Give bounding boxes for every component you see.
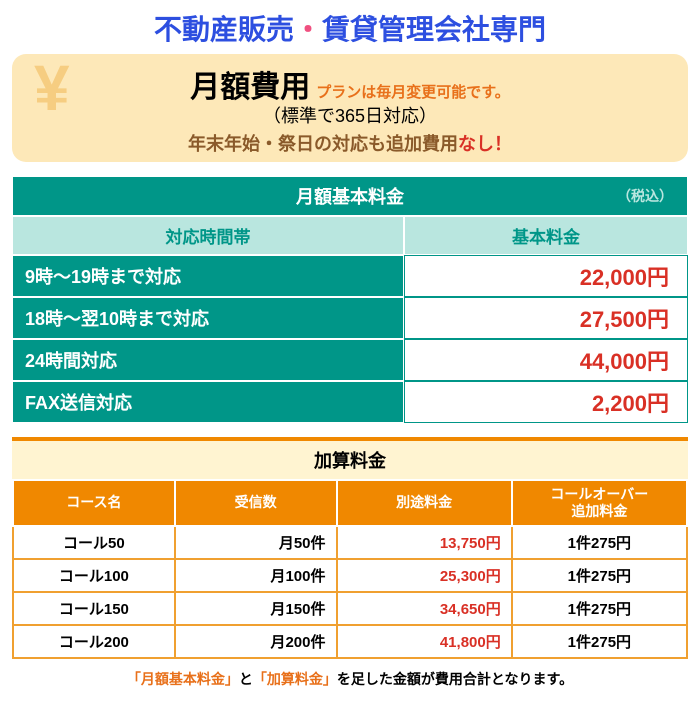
plan-note: プランは毎月変更可能です。 [316,81,510,102]
nashi: なし！ [458,134,512,154]
footnote-part1: 「月額基本料金」 [127,671,239,687]
tbl2-col2: 受信数 [175,480,337,526]
banner-sub2: 年末年始・祭日の対応も追加費用なし！ [26,130,674,156]
tbl1-col2: 基本料金 [404,216,688,255]
addon-price-section: 加算料金 コース名 受信数 別途料金 コールオーバー 追加料金 コール50 月5… [12,437,688,659]
tbl2-col3: 別途料金 [337,480,512,526]
table-row: コール150 月150件 34,650円 1件275円 [13,592,687,625]
table-row: 18時～翌10時まで対応 27,500円 [12,297,688,339]
table-row: コール200 月200件 41,800円 1件275円 [13,625,687,658]
addon-price-table: コース名 受信数 別途料金 コールオーバー 追加料金 コール50 月50件 13… [12,479,688,659]
yen-icon: ¥ [34,56,70,120]
page-title: 不動産販売・賃貸管理会社専門 [12,8,688,48]
table-row: 24時間対応 44,000円 [12,339,688,381]
tbl2-title: 加算料金 [12,437,688,479]
tbl2-col1: コース名 [13,480,175,526]
table-row: コール50 月50件 13,750円 1件275円 [13,526,687,559]
pricing-banner: ¥ 月額費用 プランは毎月変更可能です。 （標準で365日対応） 年末年始・祭日… [12,54,688,162]
tbl2-col4: コールオーバー 追加料金 [512,480,687,526]
base-price-table: 月額基本料金 （税込） 対応時間帯 基本料金 9時～19時まで対応 22,000… [12,176,688,423]
tbl1-title-cell: 月額基本料金 （税込） [12,176,688,216]
tbl1-title: 月額基本料金 [296,187,404,207]
title-part1: 不動産販売・賃貸管理会社専門 [154,14,546,45]
tbl1-col1: 対応時間帯 [12,216,404,255]
table-row: 9時～19時まで対応 22,000円 [12,255,688,297]
banner-main: 月額費用 [190,62,310,106]
banner-sub1: （標準で365日対応） [26,102,674,128]
table-row: コール100 月100件 25,300円 1件275円 [13,559,687,592]
footnote: 「月額基本料金」と「加算料金」を足した金額が費用合計となります。 [12,669,688,689]
table-row: FAX送信対応 2,200円 [12,381,688,423]
tax-note: （税込） [617,186,673,206]
footnote-part2: 「加算料金」 [253,671,337,687]
